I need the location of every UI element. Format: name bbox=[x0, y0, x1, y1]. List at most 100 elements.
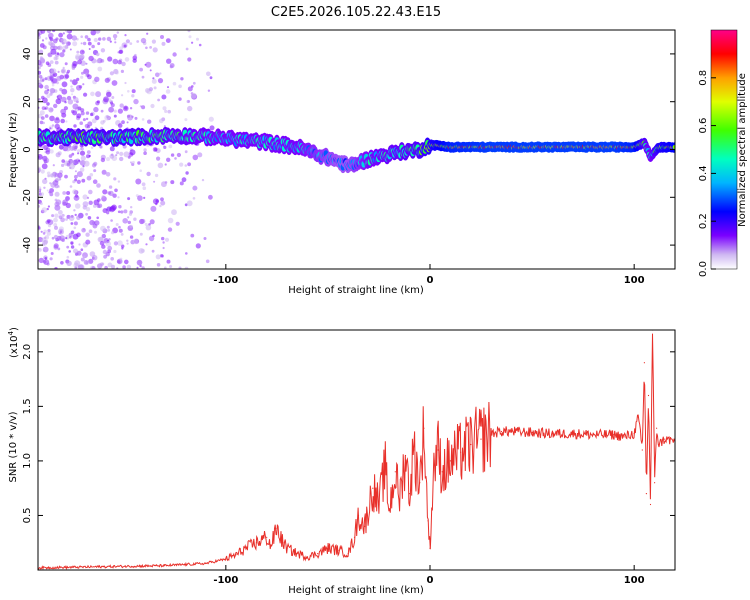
noise-speckle bbox=[161, 236, 165, 241]
snr-frame bbox=[37, 329, 676, 571]
snr-scale-exponent: 4 bbox=[7, 330, 15, 335]
noise-speckle bbox=[38, 98, 41, 101]
snr-data-point bbox=[592, 434, 594, 436]
noise-speckle bbox=[152, 77, 155, 80]
noise-speckle bbox=[56, 95, 59, 98]
noise-speckle bbox=[40, 30, 46, 34]
noise-speckle bbox=[49, 36, 53, 40]
noise-speckle bbox=[67, 99, 74, 105]
noise-speckle bbox=[124, 259, 129, 265]
noise-speckle bbox=[98, 236, 104, 242]
noise-speckle bbox=[53, 223, 58, 227]
snr-data-point bbox=[633, 433, 635, 435]
snr-data-point bbox=[266, 536, 268, 538]
snr-data-point bbox=[613, 434, 615, 436]
noise-speckle bbox=[80, 111, 85, 116]
noise-speckle bbox=[209, 76, 213, 80]
noise-speckle bbox=[91, 266, 96, 269]
noise-speckle bbox=[78, 243, 81, 246]
noise-speckle bbox=[110, 219, 113, 222]
noise-speckle bbox=[142, 186, 147, 190]
noise-speckle bbox=[44, 257, 48, 260]
noise-speckle bbox=[123, 209, 128, 214]
noise-speckle bbox=[61, 38, 67, 45]
noise-speckle bbox=[65, 75, 68, 78]
noise-speckle bbox=[191, 41, 194, 44]
noise-speckle bbox=[57, 247, 61, 251]
noise-speckle bbox=[84, 35, 89, 39]
colorbar-tick-label: 0.8 bbox=[698, 70, 709, 86]
noise-speckle bbox=[145, 224, 152, 231]
noise-speckle bbox=[172, 81, 177, 86]
noise-speckle bbox=[179, 162, 184, 167]
noise-speckle bbox=[93, 169, 97, 173]
noise-speckle bbox=[40, 238, 44, 242]
noise-speckle bbox=[119, 257, 123, 261]
noise-speckle bbox=[116, 31, 120, 34]
noise-speckle bbox=[80, 75, 84, 79]
noise-speckle bbox=[108, 106, 114, 113]
noise-speckle bbox=[54, 172, 59, 177]
noise-speckle bbox=[101, 244, 106, 249]
noise-speckle bbox=[85, 111, 90, 115]
noise-speckle bbox=[190, 92, 197, 99]
snr-data-point bbox=[551, 433, 554, 435]
noise-speckle bbox=[209, 125, 215, 131]
noise-speckle bbox=[205, 259, 210, 264]
noise-speckle bbox=[61, 159, 65, 163]
noise-speckle bbox=[97, 203, 103, 209]
noise-speckle bbox=[133, 217, 137, 221]
noise-speckle bbox=[73, 195, 80, 201]
noise-speckle bbox=[88, 200, 93, 205]
noise-speckle bbox=[114, 41, 117, 44]
noise-speckle bbox=[186, 200, 193, 207]
noise-speckle bbox=[38, 149, 41, 154]
noise-speckle bbox=[122, 265, 126, 269]
noise-speckle bbox=[43, 259, 50, 265]
noise-speckle bbox=[70, 222, 74, 225]
snr-data-point bbox=[317, 553, 319, 555]
noise-speckle bbox=[172, 52, 177, 57]
noise-speckle bbox=[101, 169, 107, 175]
noise-speckle bbox=[164, 266, 167, 269]
noise-speckle bbox=[117, 60, 122, 65]
noise-speckle bbox=[141, 118, 145, 121]
noise-speckle bbox=[44, 235, 50, 240]
noise-speckle bbox=[41, 116, 45, 120]
noise-speckle bbox=[146, 32, 149, 35]
noise-speckle bbox=[43, 145, 49, 151]
noise-speckle bbox=[192, 81, 196, 85]
noise-speckle bbox=[107, 245, 113, 251]
noise-speckle bbox=[151, 78, 157, 84]
noise-speckle bbox=[157, 162, 164, 169]
snr-data-point bbox=[282, 542, 284, 544]
snr-data-point bbox=[645, 493, 648, 495]
noise-speckle bbox=[150, 205, 157, 212]
noise-speckle bbox=[165, 89, 171, 94]
noise-speckle bbox=[76, 50, 80, 54]
noise-speckle bbox=[133, 238, 139, 245]
noise-speckle bbox=[71, 35, 78, 41]
noise-speckle bbox=[145, 243, 148, 246]
noise-speckle bbox=[192, 185, 198, 191]
noise-speckle bbox=[72, 103, 79, 110]
noise-speckle bbox=[117, 210, 121, 214]
noise-speckle bbox=[66, 33, 73, 40]
noise-speckle bbox=[45, 37, 48, 40]
snr-data-point bbox=[384, 465, 386, 467]
noise-speckle bbox=[80, 42, 83, 45]
noise-speckle bbox=[105, 241, 112, 247]
noise-speckle bbox=[51, 80, 55, 84]
noise-speckle bbox=[167, 227, 173, 232]
noise-speckle bbox=[163, 145, 167, 149]
noise-speckle bbox=[61, 163, 65, 167]
noise-speckle bbox=[49, 75, 54, 80]
noise-speckle bbox=[100, 225, 106, 232]
noise-speckle bbox=[47, 205, 51, 208]
snr-data-point bbox=[658, 443, 660, 446]
noise-speckle bbox=[38, 66, 41, 70]
noise-speckle bbox=[119, 151, 124, 156]
noise-speckle bbox=[94, 30, 101, 34]
noise-speckle bbox=[69, 236, 72, 239]
noise-speckle bbox=[119, 156, 124, 162]
